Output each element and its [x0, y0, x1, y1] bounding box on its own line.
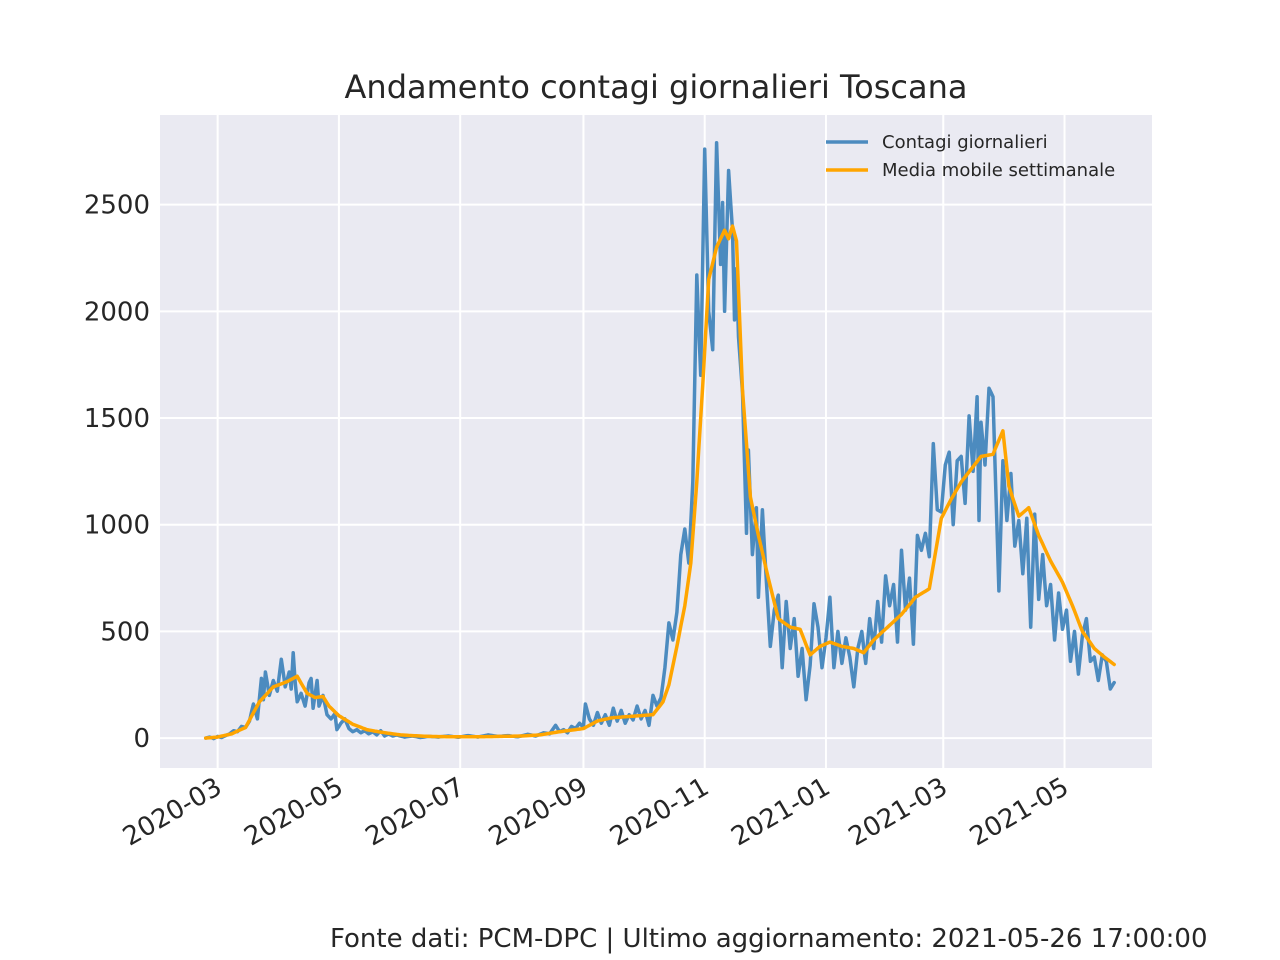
y-tick-label: 1500 [84, 404, 150, 434]
legend-label: Media mobile settimanale [882, 160, 1115, 181]
chart-title: Andamento contagi giornalieri Toscana [345, 68, 968, 106]
x-tick-label: 2021-05 [965, 772, 1074, 852]
y-tick-label: 0 [133, 724, 150, 754]
x-tick-label: 2020-11 [605, 772, 714, 852]
y-axis: 0 500 1000 1500 2000 2500 [84, 191, 150, 754]
x-tick-label: 2020-05 [239, 772, 348, 852]
series-line-contagi [203, 140, 1116, 741]
y-tick-label: 2500 [84, 191, 150, 221]
grid [160, 115, 1152, 768]
series-line-media-mobile [203, 224, 1116, 740]
x-tick-label: 2021-03 [844, 772, 953, 852]
legend: Contagi giornalieri Media mobile settiman… [826, 132, 1115, 181]
legend-label: Contagi giornalieri [882, 132, 1048, 153]
y-tick-label: 500 [100, 617, 150, 647]
y-tick-label: 1000 [84, 511, 150, 541]
x-tick-label: 2021-01 [726, 772, 835, 852]
x-tick-label: 2020-09 [484, 772, 593, 852]
x-tick-label: 2020-07 [361, 772, 470, 852]
source-note: Fonte dati: PCM-DPC | Ultimo aggiornamen… [330, 924, 1208, 954]
x-axis: 2020-03 2020-05 2020-07 2020-09 2020-11 2021-… [118, 772, 1074, 852]
x-tick-label: 2020-03 [118, 772, 227, 852]
series-layer [203, 140, 1116, 741]
y-tick-label: 2000 [84, 297, 150, 327]
